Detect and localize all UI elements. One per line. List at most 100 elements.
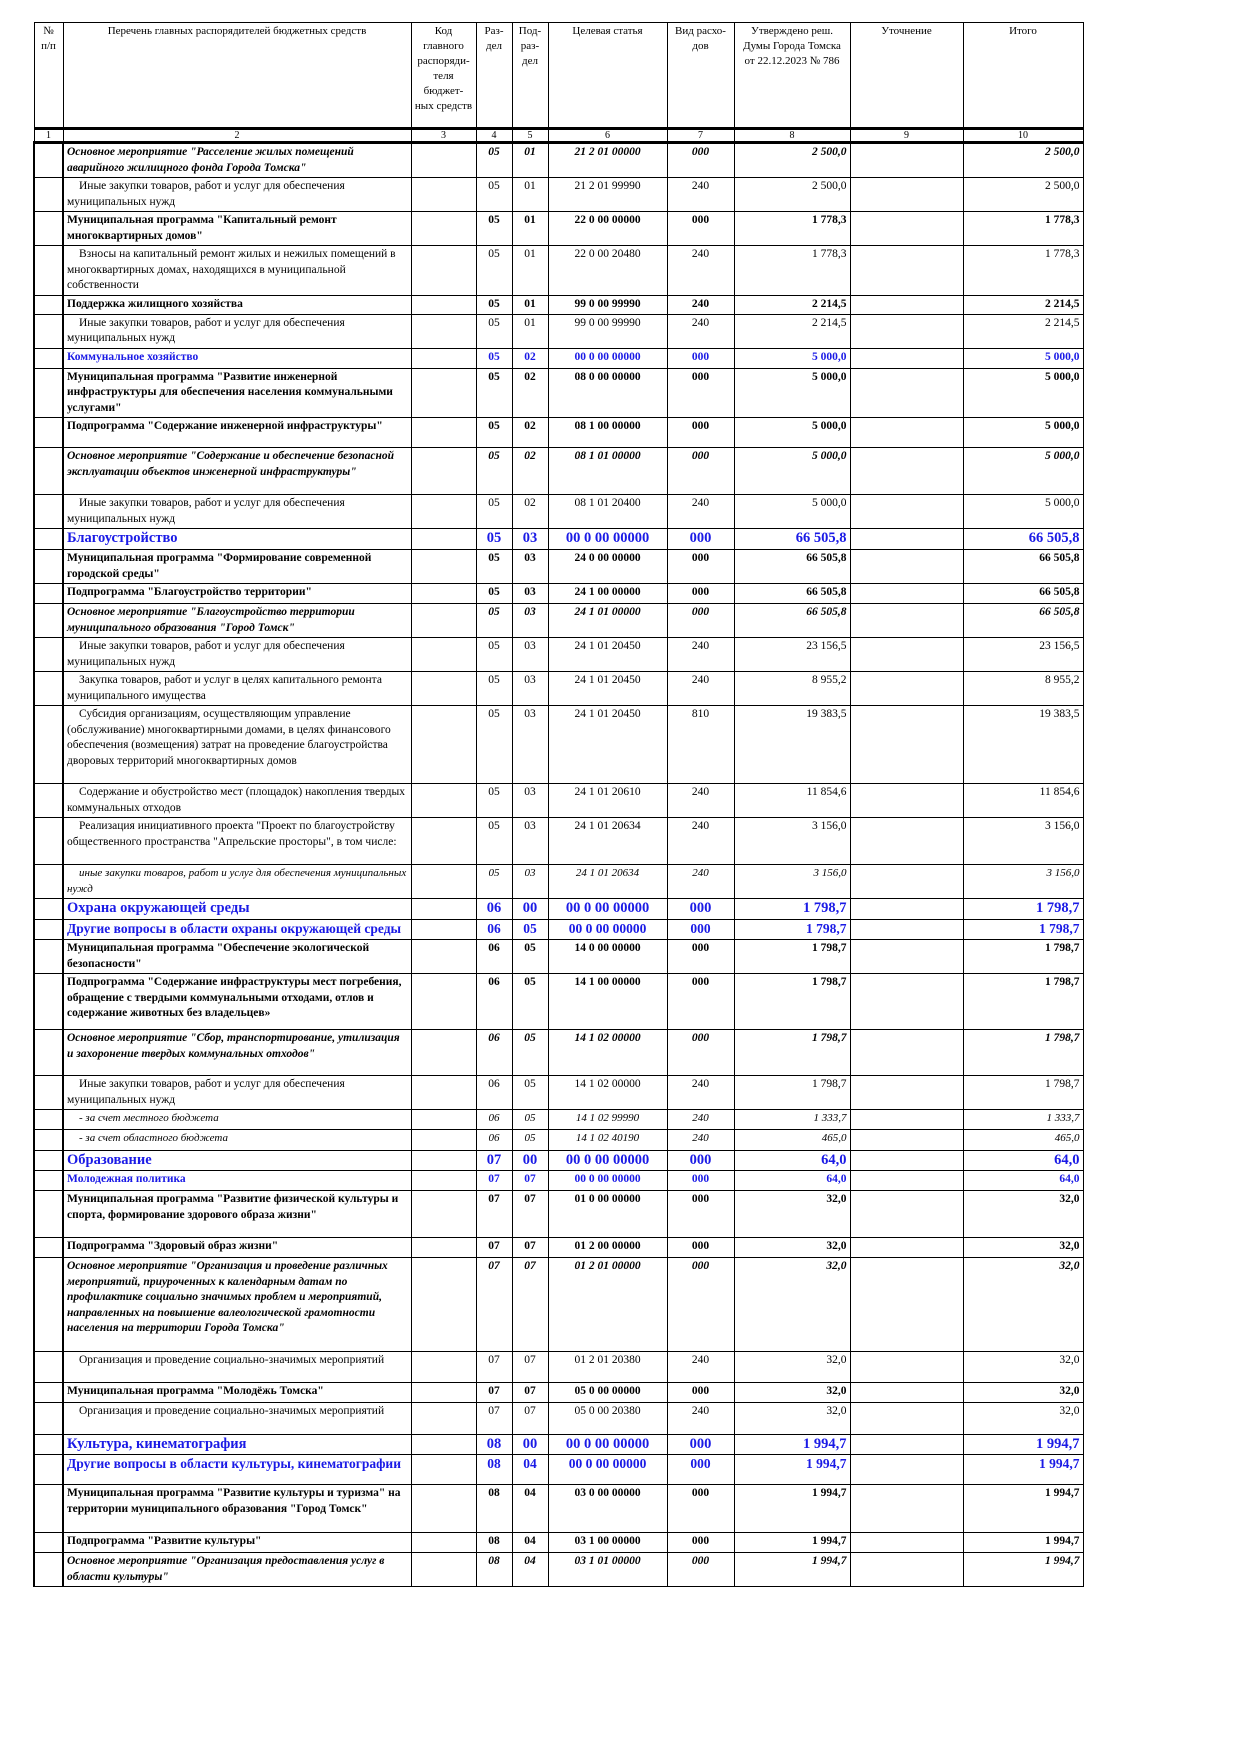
cell-c5: 03: [511, 705, 549, 784]
cell-c5: 05: [511, 939, 549, 974]
cell-c6: 99 0 00 99990: [547, 294, 668, 315]
cell-c10: 465,0: [962, 1129, 1084, 1151]
cell-c10: 2 214,5: [962, 294, 1084, 315]
cell-c3: [410, 1454, 477, 1485]
cell-c5: 05: [511, 1129, 549, 1151]
cell-c2: Охрана окружающей среды: [62, 898, 412, 920]
cell-c5: 03: [511, 864, 549, 899]
cell-c6: 08 1 01 00000: [547, 447, 668, 495]
cell-c4: 08: [475, 1552, 513, 1587]
table-row: Основное мероприятие "Организация предос…: [33, 1552, 1084, 1587]
cell-c10: 32,0: [962, 1382, 1084, 1403]
cell-c2: Субсидия организациям, осуществляющим уп…: [62, 705, 412, 784]
cell-c1: [33, 939, 64, 974]
cell-c6: 00 0 00 00000: [547, 919, 668, 940]
cell-c7: 240: [666, 294, 735, 315]
cell-c4: 05: [475, 294, 513, 315]
cell-c1: [33, 1237, 64, 1258]
table-row: Иные закупки товаров, работ и услуг для …: [33, 313, 1084, 349]
cell-c2: Иные закупки товаров, работ и услуг для …: [62, 494, 412, 529]
cell-c6: 00 0 00 00000: [547, 1434, 668, 1455]
cell-c7: 240: [666, 864, 735, 899]
cell-c3: [410, 1190, 477, 1238]
cell-c2: Взносы на капитальный ремонт жилых и неж…: [62, 245, 412, 296]
cell-c9: [849, 1170, 964, 1191]
cell-c6: 99 0 00 99990: [547, 313, 668, 349]
cell-c2: иные закупки товаров, работ и услуг для …: [62, 864, 412, 899]
cell-c3: [410, 1150, 477, 1171]
cell-c3: [410, 864, 477, 899]
cell-c1: [33, 705, 64, 784]
cell-c2: Подпрограмма "Благоустройство территории…: [62, 583, 412, 604]
cell-c1: [33, 1109, 64, 1130]
cell-c1: [33, 347, 64, 369]
cell-c10: 5 000,0: [962, 417, 1084, 448]
cell-c10: 32,0: [962, 1190, 1084, 1238]
cell-c6: 03 1 01 00000: [547, 1552, 668, 1587]
cell-c9: [849, 142, 964, 178]
column-number: 2: [62, 127, 412, 144]
cell-c7: 000: [666, 367, 735, 418]
cell-c8: 1 994,7: [733, 1484, 851, 1533]
cell-c4: 05: [475, 494, 513, 529]
cell-c5: 07: [511, 1190, 549, 1238]
cell-c3: [410, 1257, 477, 1352]
cell-c10: 1 798,7: [962, 898, 1084, 920]
table-row: Охрана окружающей среды 06 00 00 0 00 00000…: [33, 898, 1084, 920]
cell-c9: [849, 1129, 964, 1151]
cell-c10: 64,0: [962, 1170, 1084, 1191]
cell-c3: [410, 1552, 477, 1587]
cell-c2: Закупка товаров, работ и услуг в целях к…: [62, 671, 412, 706]
cell-c3: [410, 211, 477, 246]
cell-c4: 06: [475, 1129, 513, 1151]
cell-c2: Основное мероприятие "Содержание и обесп…: [62, 447, 412, 495]
cell-c4: 08: [475, 1434, 513, 1455]
cell-c10: 5 000,0: [962, 347, 1084, 369]
cell-c4: 05: [475, 817, 513, 865]
cell-c7: 000: [666, 1170, 735, 1191]
cell-c7: 000: [666, 447, 735, 495]
cell-c5: 01: [511, 245, 549, 296]
cell-c10: 32,0: [962, 1351, 1084, 1383]
cell-c1: [33, 637, 64, 672]
cell-c3: [410, 417, 477, 448]
cell-c8: 465,0: [733, 1129, 851, 1151]
cell-c9: [849, 817, 964, 865]
cell-c3: [410, 671, 477, 706]
cell-c2: Молодежная политика: [62, 1170, 412, 1191]
cell-c2: Подпрограмма "Развитие культуры": [62, 1532, 412, 1553]
cell-c2: Иные закупки товаров, работ и услуг для …: [62, 1075, 412, 1110]
cell-c2: Основное мероприятие "Организация и пров…: [62, 1257, 412, 1352]
cell-c4: 06: [475, 1075, 513, 1110]
cell-c1: [33, 177, 64, 212]
cell-c1: [33, 211, 64, 246]
cell-c2: Другие вопросы в области культуры, кинем…: [62, 1454, 412, 1485]
cell-c1: [33, 1552, 64, 1587]
cell-c7: 240: [666, 671, 735, 706]
table-row: Основное мероприятие "Организация и пров…: [33, 1257, 1084, 1352]
cell-c5: 07: [511, 1170, 549, 1191]
cell-c8: 1 798,7: [733, 1075, 851, 1110]
table-row: Молодежная политика 07 07 00 0 00 00000 000 6…: [33, 1170, 1084, 1191]
cell-c2: Муниципальная программа "Развитие инжене…: [62, 367, 412, 418]
cell-c1: [33, 671, 64, 706]
cell-c3: [410, 583, 477, 604]
cell-c9: [849, 313, 964, 349]
cell-c6: 14 1 02 00000: [547, 1029, 668, 1076]
cell-c9: [849, 528, 964, 550]
cell-c6: 03 0 00 00000: [547, 1484, 668, 1533]
cell-c1: [33, 245, 64, 296]
cell-c4: 05: [475, 671, 513, 706]
cell-c3: [410, 1029, 477, 1076]
cell-c6: 00 0 00 00000: [547, 528, 668, 550]
cell-c9: [849, 1150, 964, 1171]
cell-c7: 000: [666, 1237, 735, 1258]
cell-c9: [849, 1237, 964, 1258]
cell-c6: 21 2 01 00000: [547, 142, 668, 178]
cell-c6: 14 1 02 99990: [547, 1109, 668, 1130]
column-number-row: 1 2 3 4 5 6 7 8 9 10: [33, 127, 1084, 144]
cell-c5: 00: [511, 1434, 549, 1455]
table-row: Коммунальное хозяйство 05 02 00 0 00 00000 0…: [33, 347, 1084, 369]
cell-c3: [410, 973, 477, 1030]
cell-c4: 05: [475, 864, 513, 899]
